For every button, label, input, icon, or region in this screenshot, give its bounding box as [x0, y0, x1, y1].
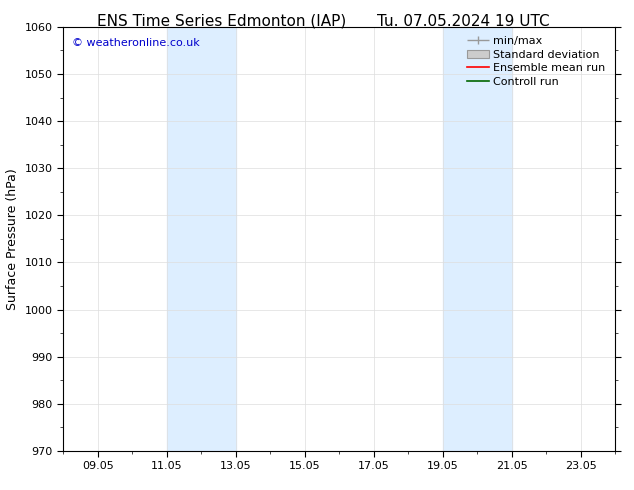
Legend: min/max, Standard deviation, Ensemble mean run, Controll run: min/max, Standard deviation, Ensemble me…: [463, 33, 609, 90]
Text: Tu. 07.05.2024 19 UTC: Tu. 07.05.2024 19 UTC: [377, 14, 549, 29]
Bar: [443, 27, 512, 451]
Bar: [167, 27, 236, 451]
Text: ENS Time Series Edmonton (IAP): ENS Time Series Edmonton (IAP): [97, 14, 347, 29]
Y-axis label: Surface Pressure (hPa): Surface Pressure (hPa): [6, 168, 19, 310]
Text: © weatheronline.co.uk: © weatheronline.co.uk: [72, 38, 200, 48]
